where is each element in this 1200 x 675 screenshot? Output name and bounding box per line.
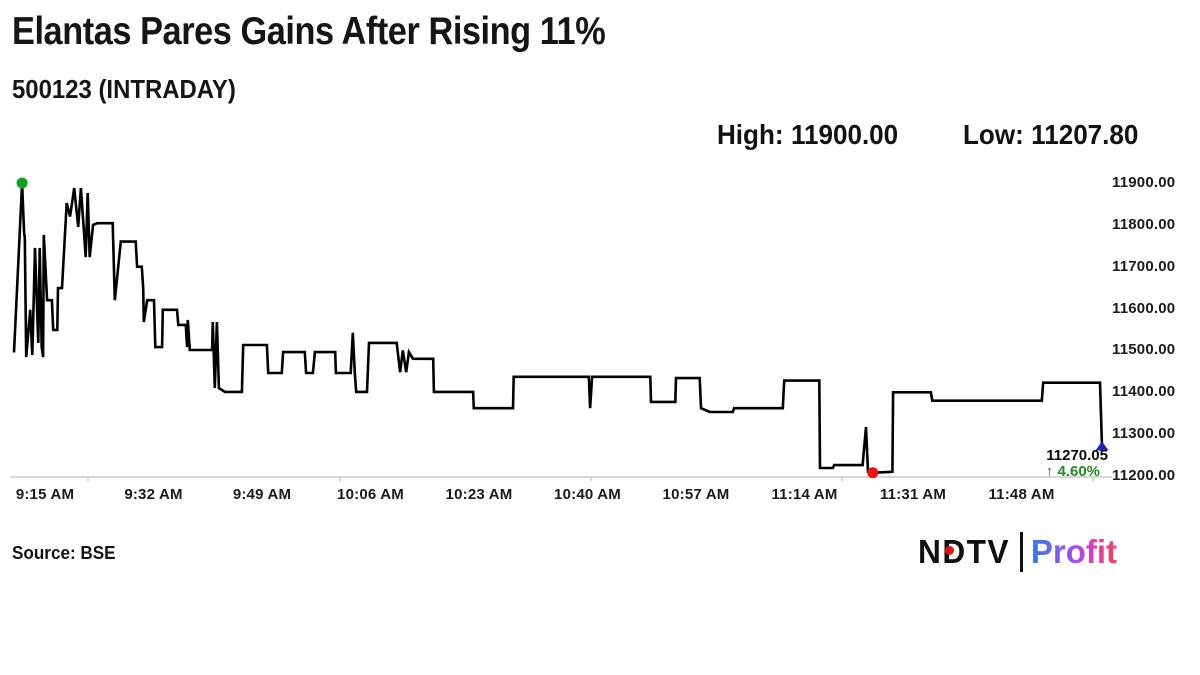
y-axis-label: 11200.00 <box>1112 466 1176 484</box>
x-axis-label: 9:49 AM <box>232 486 292 503</box>
low-stat-label: Low: <box>963 119 1024 150</box>
low-stat-value: 11207.80 <box>1031 119 1139 150</box>
price-line <box>12 182 1104 475</box>
chart-symbol-subtitle: 500123 (INTRADAY) <box>12 74 236 104</box>
ndtv-red-dot-icon <box>945 546 954 555</box>
x-axis-label: 9:32 AM <box>124 486 183 503</box>
last-marker-icon <box>1095 441 1109 451</box>
ndtv-profit-logo: NDTV Profit <box>918 532 1117 572</box>
source-label: Source: BSE <box>12 543 116 563</box>
change-percent-label: ↑ 4.60% <box>1045 463 1100 480</box>
low-marker-icon <box>867 467 879 479</box>
intraday-price-line-chart <box>10 177 1112 482</box>
high-stat: High: 11900.00 <box>717 119 898 151</box>
ndtv-wordmark: NDTV <box>918 533 1014 571</box>
high-marker-icon <box>16 177 28 189</box>
y-axis-label: 11500.00 <box>1112 341 1176 359</box>
x-axis-label: 11:14 AM <box>771 486 838 503</box>
profit-wordmark: Profit <box>1030 533 1118 570</box>
y-axis-label: 11700.00 <box>1112 257 1176 275</box>
high-stat-label: High: <box>717 119 784 150</box>
logo-divider <box>1019 532 1023 572</box>
x-axis-label: 10:23 AM <box>445 486 513 503</box>
y-axis-label: 11600.00 <box>1112 299 1176 317</box>
x-axis-label: 10:40 AM <box>554 486 621 503</box>
x-axis-label: 11:48 AM <box>988 486 1055 503</box>
low-stat: Low: 11207.80 <box>963 119 1138 151</box>
page-title: Elantas Pares Gains After Rising 11% <box>12 10 606 53</box>
x-axis-label: 10:06 AM <box>337 486 404 503</box>
y-axis-label: 11900.00 <box>1112 174 1176 191</box>
ndtv-text: NDTV <box>918 533 1011 570</box>
y-axis-label: 11800.00 <box>1112 215 1176 233</box>
y-axis-label: 11300.00 <box>1112 425 1176 443</box>
y-axis-label: 11400.00 <box>1112 383 1176 401</box>
x-axis-label: 11:31 AM <box>879 486 947 503</box>
x-axis-label: 10:57 AM <box>662 486 730 503</box>
last-price-label: 11270.05 <box>1046 447 1108 464</box>
x-axis-label: 9:15 AM <box>15 486 75 503</box>
high-stat-value: 11900.00 <box>790 119 899 150</box>
